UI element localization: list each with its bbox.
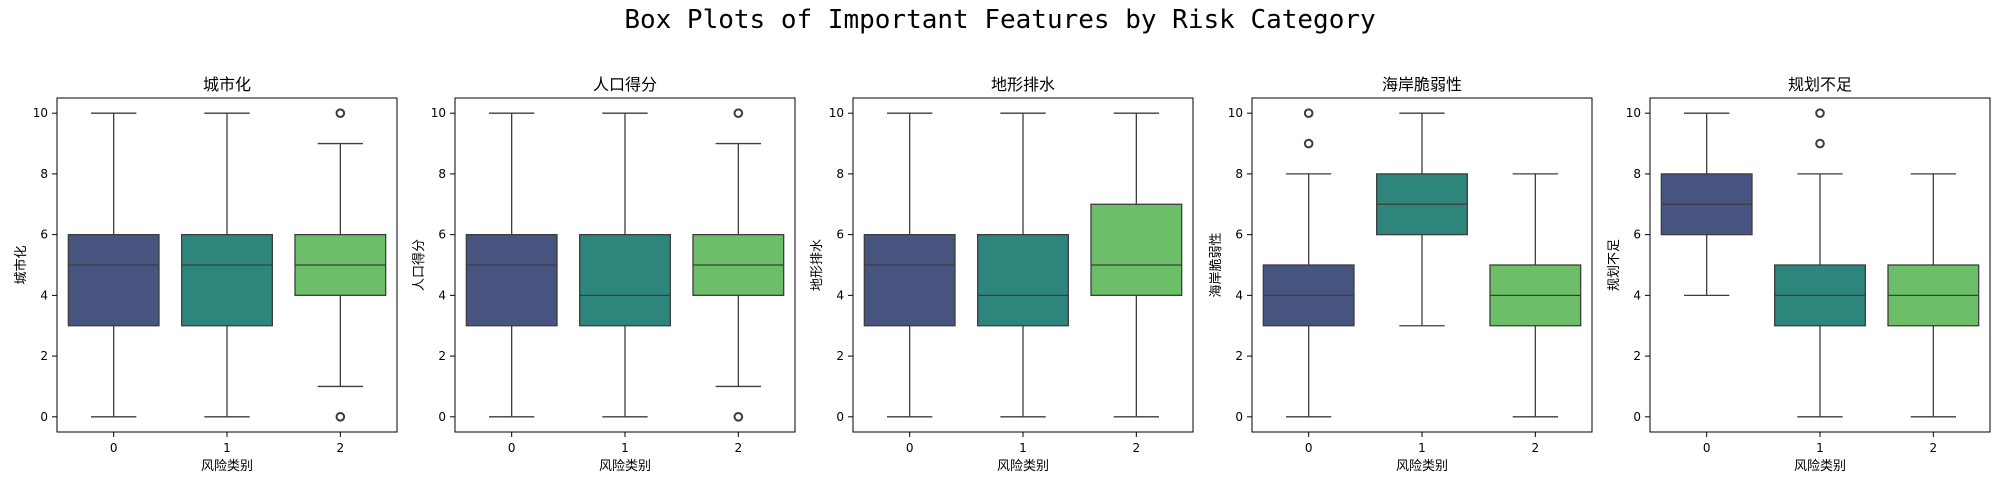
box-iqr [579,233,671,327]
panel-title: 海岸脆弱性 [1382,75,1462,94]
x-tick-label: 1 [621,441,629,455]
y-tick-label: 4 [836,288,844,302]
outlier-point [1815,138,1825,149]
y-tick-label: 2 [836,349,844,363]
box-0 [1262,108,1355,418]
outlier-point [733,108,744,118]
box-1 [579,112,671,418]
y-tick-label: 10 [1626,106,1641,120]
box-2 [1887,173,1980,418]
y-axis-label: 人口得分 [411,239,427,291]
box-0 [1660,112,1753,297]
y-tick-label: 8 [836,167,844,181]
x-tick-label: 1 [1816,441,1824,455]
box-1 [1774,108,1866,418]
outlier-point [335,412,346,422]
y-tick-label: 10 [431,106,446,120]
y-tick-label: 10 [829,106,844,120]
y-tick-label: 2 [438,349,446,363]
y-tick-label: 10 [1228,106,1243,120]
outlier-point [1303,138,1314,149]
panel-5: 规划不足 0 2 4 6 8 10 0 1 2 风险类别 规划不足 [1607,75,1991,474]
box-1 [1376,112,1468,327]
y-tick-label: 0 [438,410,446,424]
box-iqr [181,233,273,327]
x-tick-label: 2 [1133,441,1141,455]
box-2 [692,108,785,422]
y-tick-label: 0 [1633,410,1641,424]
x-tick-label: 2 [1532,441,1540,455]
x-tick-label: 0 [1305,441,1313,455]
box-iqr [67,233,160,327]
box-2 [1090,112,1183,418]
box-2 [294,108,387,422]
y-tick-label: 6 [836,228,844,242]
x-tick-label: 2 [735,441,743,455]
y-tick-label: 8 [438,167,446,181]
box-1 [181,112,273,418]
x-tick-label: 0 [110,441,118,455]
box-iqr [1090,203,1183,297]
box-iqr [977,233,1069,327]
x-tick-label: 0 [1703,441,1711,455]
outlier-point [733,412,744,422]
box-0 [465,112,558,418]
figure-title: Box Plots of Important Features by Risk … [624,5,1375,35]
panel-1: 城市化 0 2 4 6 8 10 0 1 2 风险类别 城市化 [13,75,398,474]
y-tick-label: 4 [1235,288,1243,302]
x-axis-label: 风险类别 [997,459,1049,474]
x-tick-label: 0 [906,441,914,455]
panel-title: 规划不足 [1788,75,1852,94]
y-tick-label: 0 [836,410,844,424]
y-tick-label: 6 [1633,228,1641,242]
box-0 [863,112,956,418]
x-tick-label: 2 [337,441,345,455]
y-axis-label: 规划不足 [1607,239,1622,291]
y-tick-label: 0 [1235,410,1243,424]
panel-title: 地形排水 [991,75,1055,94]
panel-4: 海岸脆弱性 0 2 4 6 8 10 0 1 2 风险类别 海岸脆弱性 [1208,75,1593,474]
y-tick-label: 4 [1633,288,1641,302]
x-axis-label: 风险类别 [599,459,651,474]
panel-title: 人口得分 [593,75,657,94]
box-iqr [465,233,558,327]
outlier-point [1303,108,1314,118]
x-tick-label: 1 [1019,441,1027,455]
outlier-point [335,108,346,118]
box-2 [1489,173,1582,418]
y-tick-label: 8 [1633,167,1641,181]
y-tick-label: 10 [33,106,48,120]
y-tick-label: 0 [40,410,48,424]
box-0 [67,112,160,418]
outlier-point [1815,108,1825,118]
y-tick-label: 4 [438,288,446,302]
y-tick-label: 6 [438,228,446,242]
x-tick-label: 1 [1418,441,1426,455]
y-tick-label: 8 [1235,167,1243,181]
y-axis-label: 城市化 [13,245,29,284]
y-tick-label: 8 [40,167,48,181]
y-axis-label: 地形排水 [810,239,825,291]
panel-3: 地形排水 0 2 4 6 8 10 0 1 2 风险类别 地形排水 [810,75,1194,474]
y-tick-label: 2 [1235,349,1243,363]
x-tick-label: 2 [1930,441,1938,455]
y-tick-label: 4 [40,288,48,302]
x-axis-label: 风险类别 [201,459,253,474]
y-tick-label: 6 [40,228,48,242]
y-axis-label: 海岸脆弱性 [1208,232,1224,297]
panel-2: 人口得分 0 2 4 6 8 10 0 1 2 风险类别 人口得分 [411,75,796,474]
y-tick-label: 2 [1633,349,1641,363]
y-tick-label: 6 [1235,228,1243,242]
x-tick-label: 1 [223,441,231,455]
box-iqr [863,233,956,327]
x-tick-label: 0 [508,441,516,455]
y-tick-label: 2 [40,349,48,363]
panel-title: 城市化 [203,75,251,94]
x-axis-label: 风险类别 [1396,459,1448,474]
box-1 [977,112,1069,418]
x-axis-label: 风险类别 [1794,459,1846,474]
